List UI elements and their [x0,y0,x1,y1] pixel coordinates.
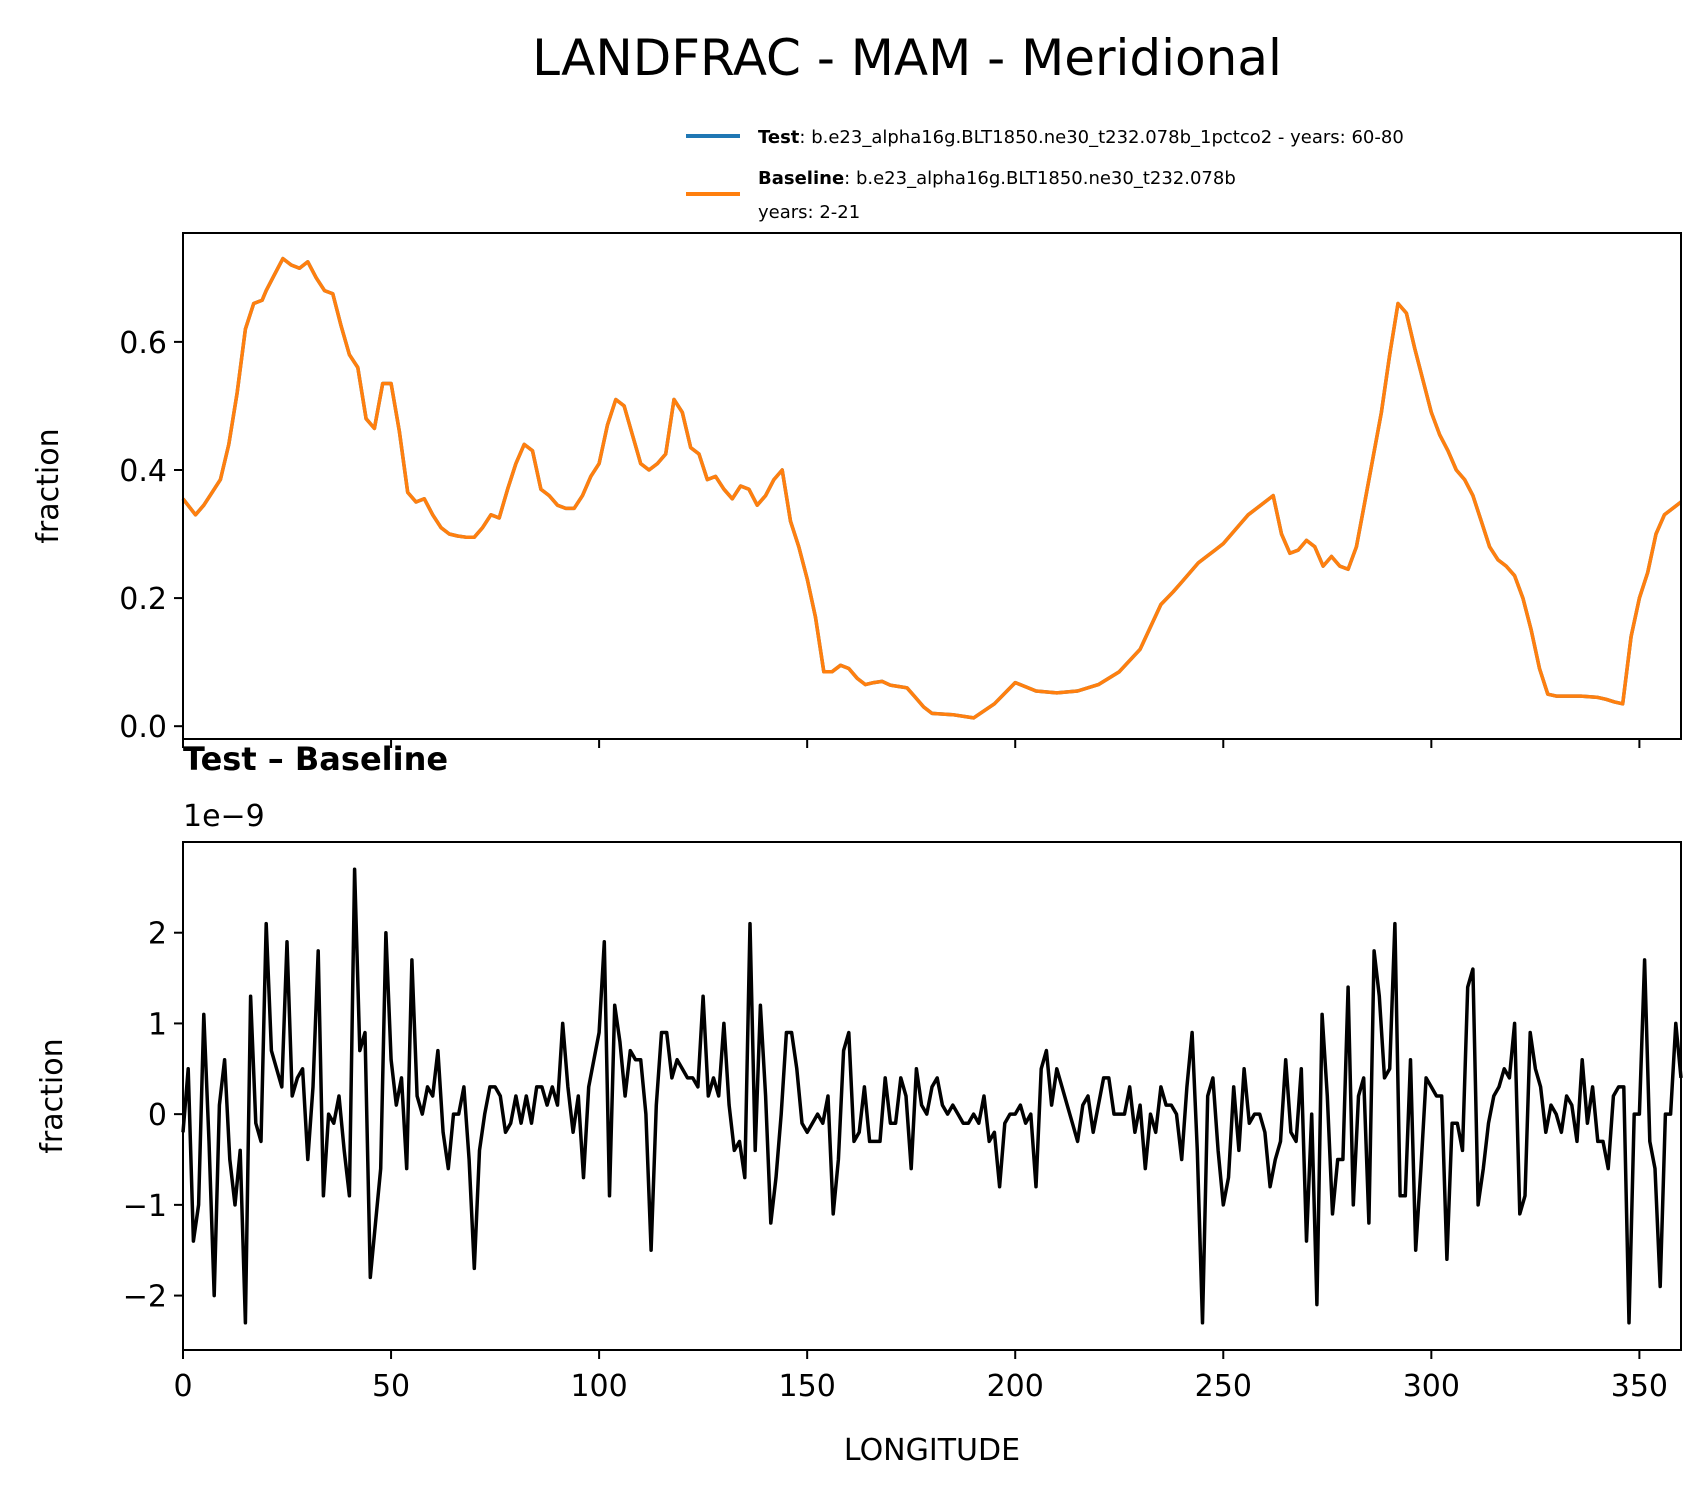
bottom-x-tick-label: 0 [173,1369,192,1404]
top-y-tick-label: 0.6 [119,326,167,361]
legend: Test: b.e23_alpha16g.BLT1850.ne30_t232.0… [686,127,1404,223]
legend-baseline-years: years: 2-21 [758,202,860,223]
bottom-panel: Test – Baseline 1e−9 −2 −1 0 1 2 0 50 100 150 20… [35,740,1683,1468]
legend-key-baseline: Baseline: b.e23_alpha16g.BLT1850.ne30_t2… [758,168,1236,189]
top-x-ticks [182,739,1641,748]
chart-title: LANDFRAC - MAM - Meridional [532,29,1282,87]
bottom-x-tick-label: 300 [1403,1369,1460,1404]
bottom-x-tick-label: 150 [779,1369,836,1404]
diff-panel-title: Test – Baseline [183,740,448,778]
bottom-y-tick-label: −1 [123,1189,167,1224]
top-y-tick-label: 0.0 [119,710,167,745]
bottom-x-tick-label: 350 [1611,1369,1668,1404]
bottom-x-tick-label: 250 [1195,1369,1252,1404]
bottom-y-axis-label: fraction [35,1038,70,1153]
bottom-plot-frame [182,841,1682,1351]
bottom-y-tick-label: 2 [148,917,167,952]
top-panel: 0.0 0.2 0.4 0.6 fraction [31,232,1683,748]
top-y-ticks: 0.0 0.2 0.4 0.6 [119,326,183,745]
y-offset-label: 1e−9 [183,799,265,834]
legend-key-test: Test: b.e23_alpha16g.BLT1850.ne30_t232.0… [758,127,1404,148]
bottom-x-tick-label: 50 [372,1369,410,1404]
series-line-difference [181,867,1683,1325]
bottom-y-ticks: −2 −1 0 1 2 [123,917,183,1315]
bottom-x-ticks: 0 50 100 150 200 250 300 350 [173,1350,1668,1404]
bottom-x-tick-label: 200 [987,1369,1044,1404]
bottom-x-tick-label: 100 [570,1369,627,1404]
series-line-baseline [181,256,1683,720]
bottom-y-tick-label: −2 [123,1280,167,1315]
top-y-tick-label: 0.2 [119,582,167,617]
top-y-tick-label: 0.4 [119,454,167,489]
x-axis-label: LONGITUDE [844,1433,1020,1468]
bottom-y-tick-label: 0 [148,1098,167,1133]
top-plot-frame [182,232,1682,740]
bottom-y-tick-label: 1 [148,1007,167,1042]
top-y-axis-label: fraction [31,428,66,543]
